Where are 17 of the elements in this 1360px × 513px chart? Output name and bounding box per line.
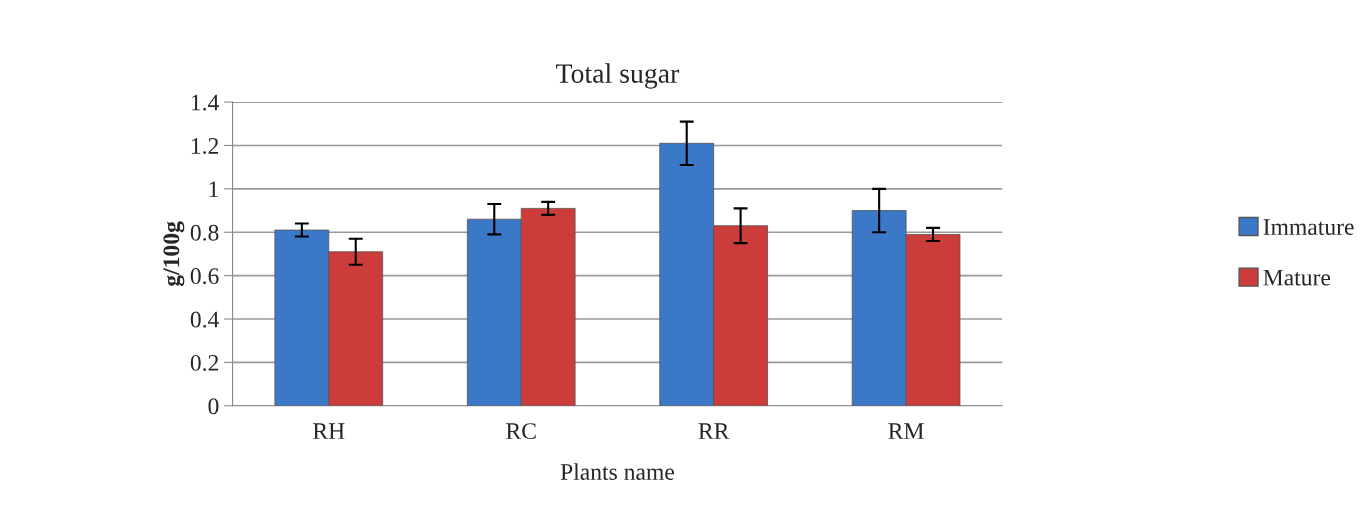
x-tick-label: RM [888,423,924,439]
y-tick-label: 1 [209,181,218,198]
x-tick-label: RH [313,423,345,439]
y-tick-label: 1.4 [191,94,219,111]
y-tick-label: 0.6 [190,268,219,285]
y-tick-label: 0 [208,398,219,415]
chart-title: Total sugar [556,63,680,89]
y-tick-label: 0.8 [190,224,219,241]
legend-label: Mature [1263,269,1331,286]
x-tick-label: RR [698,423,730,439]
legend-label: Immature [1263,219,1354,235]
y-tick-label: 0.4 [190,311,219,328]
y-tick-label: 1.2 [191,138,219,154]
y-tick-label: 0.2 [190,354,219,371]
y-axis-title: g/100g [163,221,185,287]
x-tick-label: RC [506,423,536,440]
x-axis-title: Plants name [560,463,674,480]
